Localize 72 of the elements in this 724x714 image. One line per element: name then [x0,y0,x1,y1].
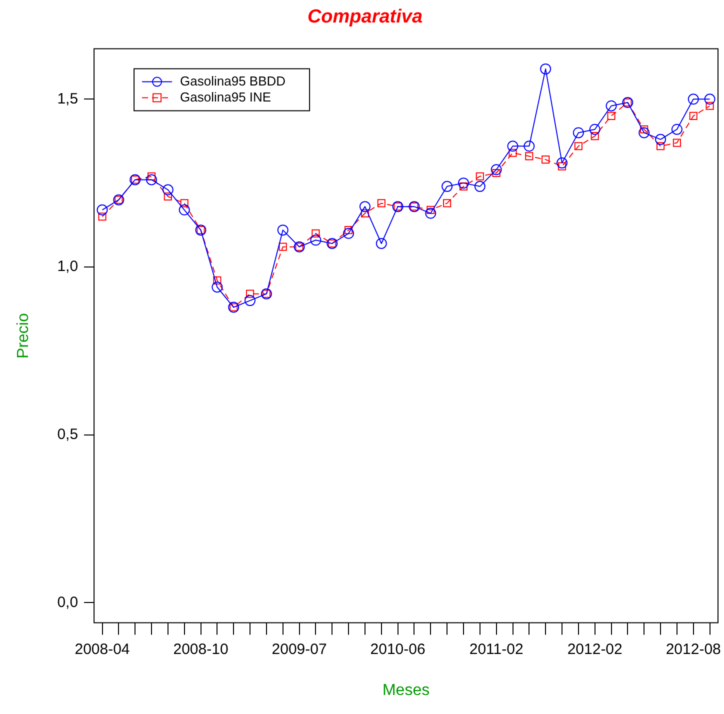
point [147,172,156,180]
point [164,192,172,201]
point [426,206,435,214]
point [640,125,648,134]
point [459,182,468,190]
y-tick-label: 0,0 [57,594,78,611]
point [476,172,484,180]
point [556,157,568,168]
x-tick-label: 2011-02 [469,640,524,658]
point [572,127,584,138]
y-tick-label: 1,5 [57,90,78,108]
point [540,63,552,74]
point [359,201,370,212]
point [458,178,469,189]
point [656,142,665,150]
point [246,290,254,298]
point [442,180,453,192]
legend-label: Gasolina95 INE [180,89,272,104]
point [590,132,599,140]
point [507,140,518,152]
point [689,112,698,120]
point [558,162,566,170]
point [607,112,616,120]
point [574,142,582,150]
point [508,148,517,157]
point [180,199,188,208]
point [492,168,500,178]
point [704,94,716,105]
chart-title: Comparativa [307,6,423,28]
point [377,199,386,208]
point [360,209,370,218]
point [589,124,600,135]
point [490,164,502,176]
point [212,282,223,293]
point [638,127,650,138]
point [96,204,108,216]
point [343,228,354,239]
point [162,184,174,196]
point [706,102,714,110]
point [425,208,436,219]
y-tick-label: 0,5 [57,426,78,443]
point [312,229,320,238]
point [344,226,353,234]
point [671,124,682,135]
point [178,204,190,216]
point [524,140,535,152]
point [672,138,681,147]
point [146,174,158,186]
point [655,134,666,145]
point [244,295,256,306]
point [310,234,322,246]
point [474,180,486,192]
point [688,94,699,105]
y-axis-title: Precio [15,313,32,358]
point [443,199,452,208]
y-tick-label: 1,0 [57,258,78,276]
x-tick-label: 2010-06 [370,640,426,658]
x-tick-label: 2012-08 [666,640,721,658]
point [278,242,287,251]
legend-label: Gasolina95 BBDD [180,73,286,88]
point [98,212,106,221]
x-tick-label: 2012-02 [567,640,622,658]
point [606,100,617,112]
x-axis-title: Meses [382,682,430,699]
x-tick-label: 2008-10 [173,640,228,658]
point [525,152,534,160]
x-tick-label: 2008-04 [74,640,130,658]
point [376,238,387,249]
point [542,156,550,164]
x-tick-label: 2009-07 [272,640,327,658]
point [277,224,288,236]
point [213,276,222,284]
